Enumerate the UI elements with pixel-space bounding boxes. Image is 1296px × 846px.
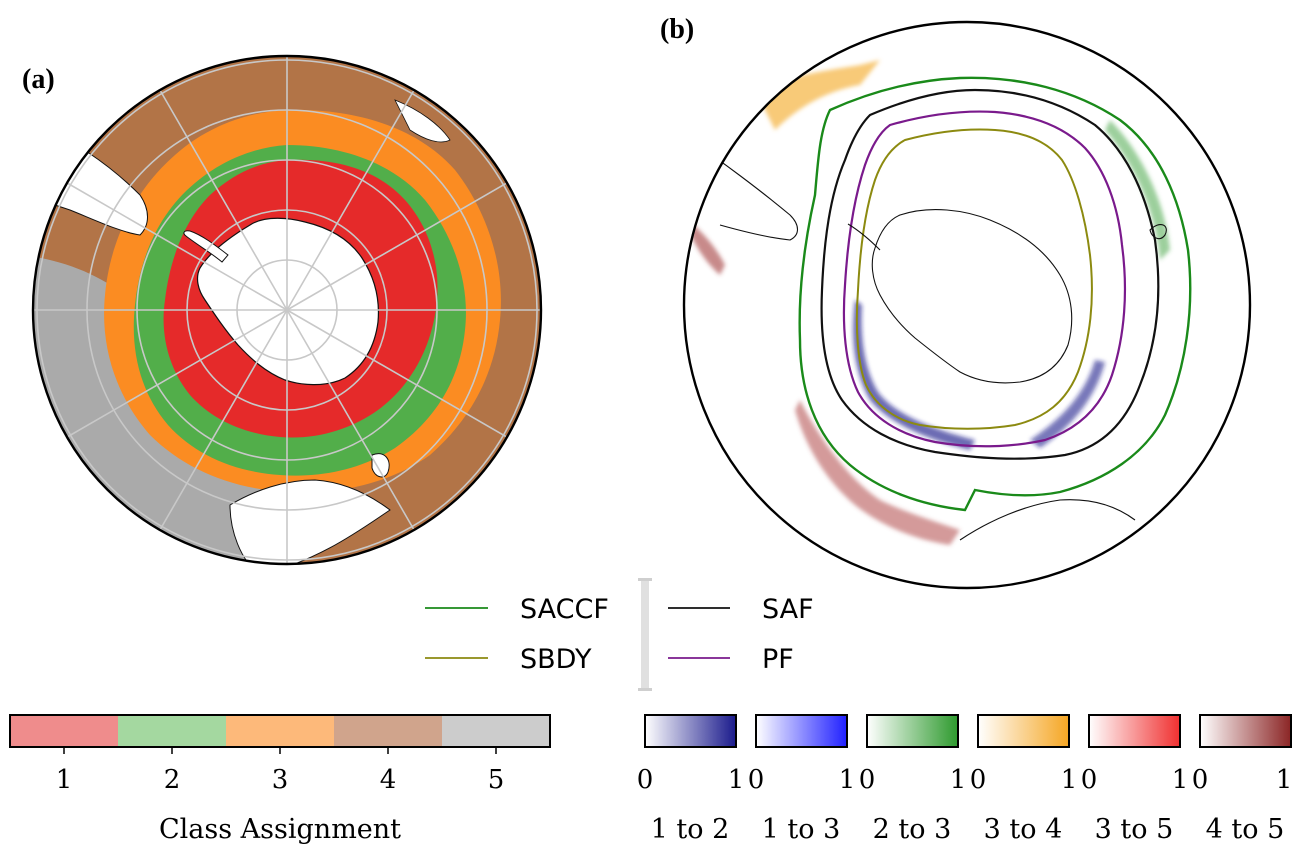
transition-colorbar-1to3: 0 1 1 to 3 bbox=[748, 714, 856, 845]
transition-colorbar-1to2: 0 1 1 to 2 bbox=[637, 714, 745, 845]
class-swatch-3 bbox=[226, 715, 334, 747]
legend-divider bbox=[641, 580, 649, 690]
transition-1to2-band-east bbox=[1030, 360, 1105, 448]
coastlines-b bbox=[689, 139, 1167, 541]
africa-tip-land bbox=[394, 99, 451, 143]
sbdy-front bbox=[855, 128, 1093, 430]
tick-max-3to5: 1 bbox=[1172, 765, 1189, 795]
tick-min-2to3: 0 bbox=[859, 765, 876, 795]
tick-max-2to3: 1 bbox=[950, 765, 967, 795]
class-swatch-4 bbox=[334, 715, 442, 747]
class-swatch-1 bbox=[10, 715, 118, 747]
class-colorbar: 1 2 3 4 5 Class Assignment bbox=[9, 714, 551, 845]
transition-colorbar-3to4: 0 1 3 to 4 bbox=[970, 714, 1078, 845]
class-tick-3: 3 bbox=[272, 765, 289, 795]
transition-colorbars: 0 1 1 to 2 0 1 1 to 3 0 1 2 to 3 0 1 3 t… bbox=[637, 714, 1293, 845]
pf-front bbox=[842, 110, 1127, 448]
tick-min-1to3: 0 bbox=[748, 765, 765, 795]
legend-label-sbdy: SBDY bbox=[520, 644, 592, 675]
class-tick-5: 5 bbox=[488, 765, 505, 795]
label-4to5: 4 to 5 bbox=[1206, 814, 1285, 845]
new-zealand-land bbox=[371, 453, 390, 478]
class-tick-4: 4 bbox=[380, 765, 397, 795]
transition-colorbar-2to3: 0 1 2 to 3 bbox=[859, 714, 967, 845]
saf-front bbox=[820, 88, 1160, 460]
label-3to5: 3 to 5 bbox=[1095, 814, 1174, 845]
fronts-legend: SACCF SBDY SAF PF bbox=[425, 578, 814, 691]
panel-b-boundary bbox=[682, 20, 1252, 590]
transition-3to4-band bbox=[755, 60, 880, 130]
class-tick-1: 1 bbox=[56, 765, 73, 795]
label-3to4: 3 to 4 bbox=[984, 814, 1063, 845]
legend-label-saccf: SACCF bbox=[520, 594, 609, 625]
class-tick-2: 2 bbox=[164, 765, 181, 795]
label-1to2: 1 to 2 bbox=[651, 814, 730, 845]
tick-max-4to5: 1 bbox=[1276, 765, 1293, 795]
transition-4to5-band-south bbox=[795, 400, 960, 545]
panel-a-label: (a) bbox=[22, 64, 55, 95]
panel-a-map bbox=[31, 54, 543, 566]
graticule-lines bbox=[33, 56, 541, 564]
transition-1to2-band bbox=[853, 300, 975, 450]
panel-b-map bbox=[682, 20, 1252, 590]
transition-colorbar-3to5: 0 1 3 to 5 bbox=[1081, 714, 1189, 845]
tick-min-4to5: 0 bbox=[1192, 765, 1209, 795]
class-swatch-2 bbox=[118, 715, 226, 747]
tick-max-1to2: 1 bbox=[728, 765, 745, 795]
class-swatch-5 bbox=[442, 715, 550, 747]
tick-max-1to3: 1 bbox=[839, 765, 856, 795]
saccf-front bbox=[798, 76, 1192, 512]
antarctica-land bbox=[196, 217, 380, 386]
tick-max-3to4: 1 bbox=[1061, 765, 1078, 795]
tick-min-3to4: 0 bbox=[970, 765, 987, 795]
legend-label-saf: SAF bbox=[762, 594, 814, 625]
label-1to3: 1 to 3 bbox=[762, 814, 841, 845]
transition-4to5-band bbox=[688, 220, 725, 275]
transition-colorbar-4to5: 0 1 4 to 5 bbox=[1192, 714, 1293, 845]
class-colorbar-title: Class Assignment bbox=[159, 814, 401, 845]
legend-label-pf: PF bbox=[762, 644, 794, 675]
tick-min-3to5: 0 bbox=[1081, 765, 1098, 795]
transition-2to3-band bbox=[1105, 120, 1170, 260]
panel-a-boundary bbox=[31, 54, 543, 566]
label-2to3: 2 to 3 bbox=[873, 814, 952, 845]
tick-min-1to2: 0 bbox=[637, 765, 654, 795]
panel-b-label: (b) bbox=[660, 14, 694, 45]
